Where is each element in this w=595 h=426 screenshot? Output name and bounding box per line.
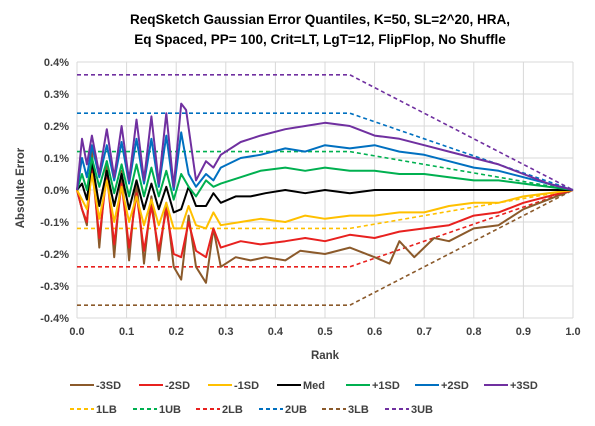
y-tick-labels: 0.4% 0.3% 0.2% 0.1% 0.0% -0.1% -0.2% -0.3% -0.4%: [40, 57, 69, 325]
legend: -3SD -2SD -1SD Med +1SD +2SD +3SD 1LB 1UB 2LB 2UB 3…: [70, 380, 538, 416]
legend-label: 2LB: [222, 404, 243, 416]
x-tick-label: 0.8: [466, 326, 481, 338]
legend-label: 1UB: [159, 404, 181, 416]
legend-label: 1LB: [96, 404, 117, 416]
y-tick-label: 0.4%: [44, 57, 69, 69]
legend-label: +2SD: [441, 380, 469, 392]
x-axis-title: Rank: [311, 350, 340, 362]
legend-label: +1SD: [372, 380, 400, 392]
y-tick-label: 0.0%: [44, 185, 69, 197]
series-line-minus1sd: [76, 173, 574, 230]
chart-title-line-2: Eq Spaced, PP= 100, Crit=LT, LgT=12, Fli…: [134, 32, 506, 47]
x-tick-label: 0.3: [218, 326, 233, 338]
series-line-med: [76, 160, 573, 214]
legend-label: 3UB: [411, 404, 433, 416]
y-axis-title: Absolute Error: [15, 147, 27, 228]
legend-label: -2SD: [165, 380, 190, 392]
y-tick-label: -0.4%: [40, 313, 69, 325]
y-tick-label: 0.3%: [44, 89, 69, 101]
series-line-minus2sd: [76, 163, 574, 259]
legend-label: -3SD: [96, 380, 121, 392]
y-tick-label: -0.1%: [40, 217, 69, 229]
y-tick-label: -0.2%: [40, 249, 69, 261]
series-line-plus3sd: [76, 102, 574, 191]
plot-series: [76, 74, 574, 307]
x-tick-label: 0.5: [317, 326, 332, 338]
y-tick-label: -0.3%: [40, 281, 69, 293]
y-tick-label: 0.2%: [44, 121, 69, 133]
legend-label: -1SD: [234, 380, 259, 392]
series-line-2lb: [77, 189, 574, 268]
y-tick-label: 0.1%: [44, 153, 69, 165]
legend-label: 3LB: [348, 404, 369, 416]
chart-title-line-1: ReqSketch Gaussian Error Quantiles, K=50…: [130, 12, 510, 27]
x-tick-label: 1.0: [565, 326, 580, 338]
x-tick-label: 0.2: [169, 326, 184, 338]
series-line-1ub: [77, 150, 574, 191]
x-tick-label: 0.7: [417, 326, 432, 338]
x-tick-label: 0.0: [69, 326, 84, 338]
x-tick-labels: 0.0 0.1 0.2 0.3 0.4 0.5 0.6 0.7 0.8 0.9 1.0: [69, 326, 580, 338]
x-tick-label: 0.6: [367, 326, 382, 338]
x-tick-label: 0.9: [516, 326, 531, 338]
legend-label: +3SD: [510, 380, 538, 392]
legend-label: Med: [303, 380, 325, 392]
x-tick-label: 0.1: [119, 326, 134, 338]
x-tick-label: 0.4: [268, 326, 284, 338]
legend-label: 2UB: [285, 404, 307, 416]
series-line-plus1sd: [76, 157, 574, 201]
